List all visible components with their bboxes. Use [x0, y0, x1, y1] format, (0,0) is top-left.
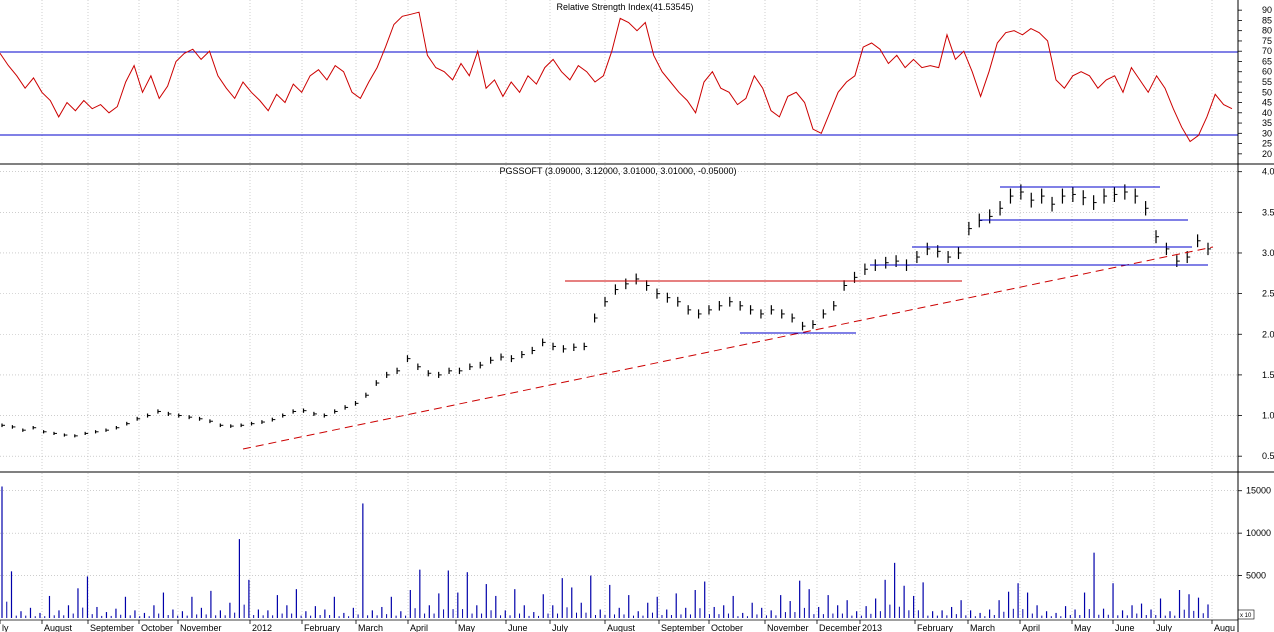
- x-tick-label: May: [458, 623, 476, 632]
- rsi-tick-label: 35: [1262, 118, 1272, 128]
- x-tick-label: August: [607, 623, 636, 632]
- rsi-tick-label: 60: [1262, 67, 1272, 77]
- x-tick-label: 2013: [862, 623, 882, 632]
- rsi-tick-label: 25: [1262, 139, 1272, 149]
- volume-scale-label: x 10: [1240, 613, 1252, 619]
- volume-tick-label: 5000: [1246, 571, 1266, 581]
- x-tick-label: June: [1115, 623, 1135, 632]
- x-tick-label: April: [410, 623, 428, 632]
- x-tick-label: July: [552, 623, 569, 632]
- price-tick-label: 2.0: [1262, 329, 1274, 339]
- x-axis: ly August September October November 2012 Febr…: [0, 619, 1238, 632]
- trendlines: [242, 186, 1214, 450]
- x-tick-label: February: [304, 623, 341, 632]
- rsi-tick-label: 90: [1262, 5, 1272, 15]
- x-tick-label: November: [180, 623, 222, 632]
- price-title: PGSSOFT (3.09000, 3.12000, 3.01000, 3.01…: [499, 166, 736, 176]
- x-tick-label: October: [141, 623, 173, 632]
- rsi-tick-label: 70: [1262, 46, 1272, 56]
- volume-panel: 5000 10000 15000 x 10: [0, 473, 1271, 620]
- volume-tick-label: 10000: [1246, 528, 1271, 538]
- volume-bars: [1, 486, 1209, 618]
- rsi-tick-label: 45: [1262, 98, 1272, 108]
- rsi-tick-label: 85: [1262, 15, 1272, 25]
- volume-tick-label: 15000: [1246, 486, 1271, 496]
- price-panel: 0.5 1.0 1.5 2.0 2.5 3.0 3.5 4.0 PGSSOFT (3.0900…: [0, 165, 1274, 471]
- rsi-series-line: [0, 11, 1233, 143]
- price-tick-label: 1.0: [1262, 411, 1274, 421]
- price-tick-label: 2.5: [1262, 289, 1274, 299]
- x-tick-label: August: [44, 623, 73, 632]
- price-axis: 0.5 1.0 1.5 2.0 2.5 3.0 3.5 4.0: [1238, 167, 1274, 461]
- rsi-gridlines: [41, 0, 1213, 163]
- x-tick-label: November: [767, 623, 809, 632]
- price-bars: [1, 184, 1211, 438]
- price-tick-label: 0.5: [1262, 451, 1274, 461]
- volume-axis: 5000 10000 15000: [1238, 486, 1271, 581]
- x-tick-label: July: [1156, 623, 1173, 632]
- support-trendline: [242, 246, 1214, 450]
- rsi-tick-label: 20: [1262, 149, 1272, 159]
- price-gridlines: [0, 165, 1238, 471]
- rsi-title: Relative Strength Index(41.53545): [556, 2, 693, 12]
- volume-gridlines: [0, 473, 1238, 620]
- x-tick-label: September: [90, 623, 134, 632]
- price-tick-label: 3.5: [1262, 207, 1274, 217]
- price-tick-label: 4.0: [1262, 167, 1274, 177]
- x-tick-label: April: [1022, 623, 1040, 632]
- rsi-tick-label: 50: [1262, 87, 1272, 97]
- price-tick-label: 1.5: [1262, 370, 1274, 380]
- rsi-tick-label: 65: [1262, 56, 1272, 66]
- x-tick-label: 2012: [252, 623, 272, 632]
- x-tick-label: February: [917, 623, 954, 632]
- price-tick-label: 3.0: [1262, 248, 1274, 258]
- x-tick-label: June: [508, 623, 528, 632]
- rsi-tick-label: 75: [1262, 36, 1272, 46]
- rsi-tick-label: 55: [1262, 77, 1272, 87]
- x-tick-label: March: [970, 623, 995, 632]
- x-tick-label: December: [819, 623, 861, 632]
- rsi-tick-label: 80: [1262, 26, 1272, 36]
- x-tick-label: March: [358, 623, 383, 632]
- x-tick-label: Augu: [1214, 623, 1235, 632]
- x-tick-label: ly: [2, 623, 9, 632]
- x-tick-label: May: [1074, 623, 1092, 632]
- x-tick-label: October: [711, 623, 743, 632]
- rsi-tick-label: 40: [1262, 108, 1272, 118]
- x-tick-label: September: [661, 623, 705, 632]
- rsi-tick-label: 30: [1262, 128, 1272, 138]
